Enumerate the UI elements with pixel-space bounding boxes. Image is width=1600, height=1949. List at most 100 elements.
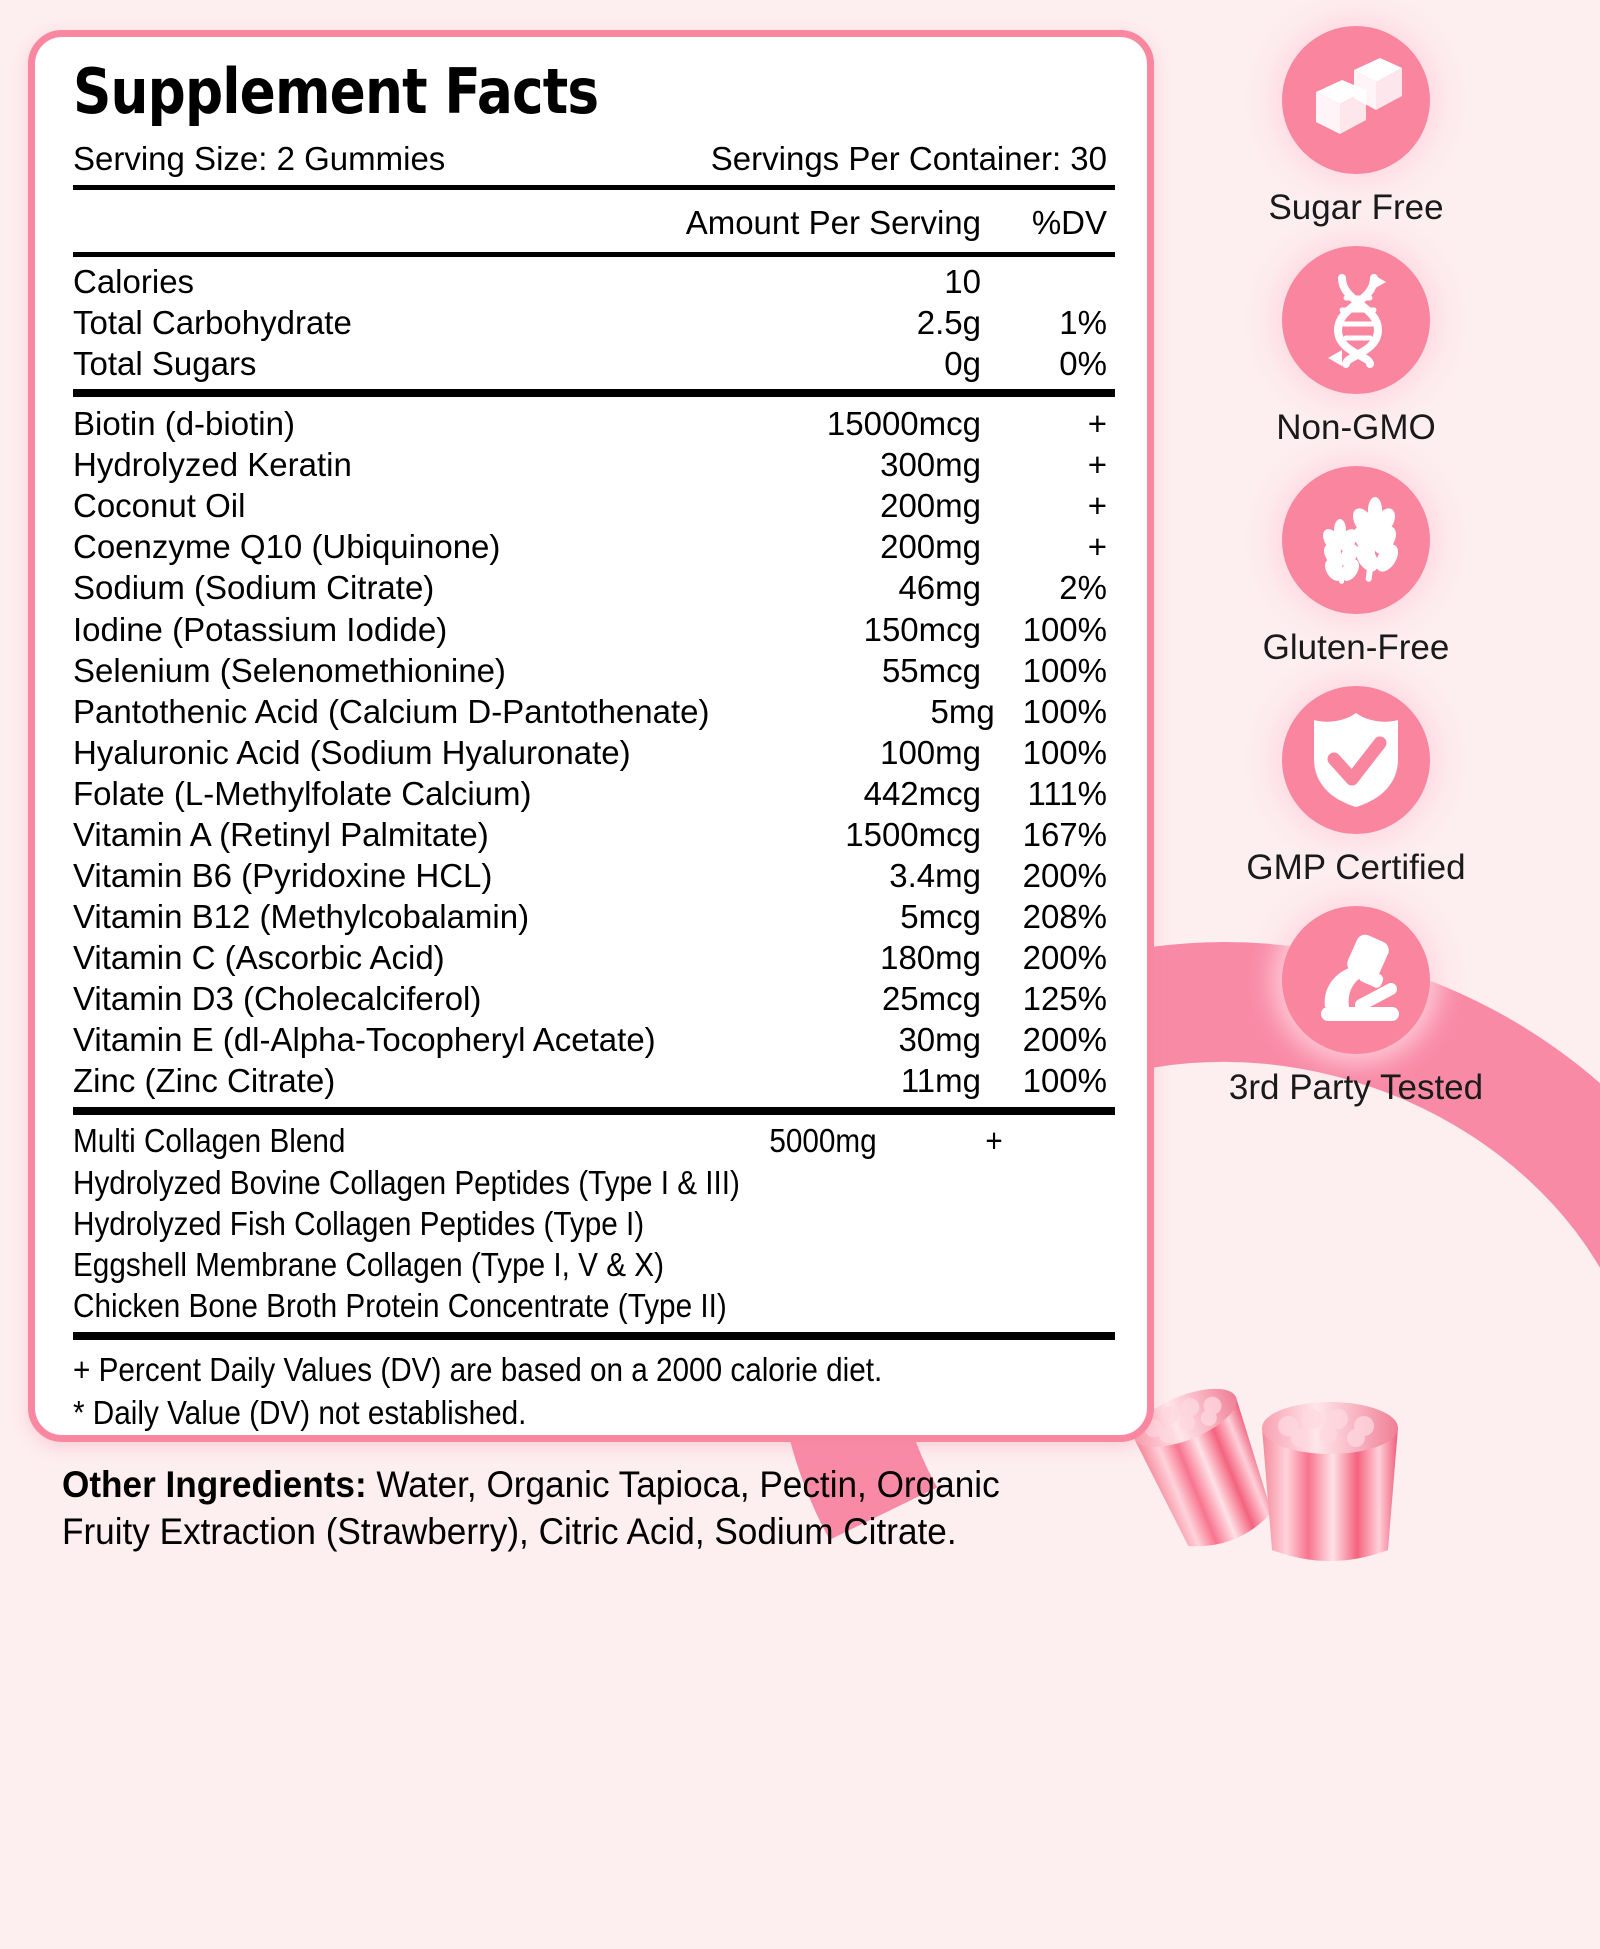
row-name: Hydrolyzed Keratin — [73, 446, 352, 484]
dna-helix-icon — [1282, 246, 1430, 394]
row-amount: 5000mg — [769, 1122, 877, 1160]
table-row: Vitamin B6 (Pyridoxine HCL) 3.4mg 200% — [73, 855, 1115, 896]
other-ingredients-section: Other Ingredients: Water, Organic Tapioc… — [62, 1462, 1172, 1555]
row-name: Vitamin B12 (Methylcobalamin) — [73, 898, 530, 936]
row-dv: 200% — [1022, 856, 1107, 894]
row-amount: 300mg — [880, 446, 981, 484]
row-dv: 125% — [1022, 980, 1107, 1018]
column-header-dv: %DV — [1031, 203, 1107, 241]
shield-check-icon — [1282, 686, 1430, 834]
other-ingredients-line-1: Other Ingredients: Water, Organic Tapioc… — [62, 1462, 1117, 1509]
row-dv: 100% — [1022, 610, 1107, 648]
row-name: Coconut Oil — [73, 487, 246, 525]
badge-label: GMP Certified — [1246, 848, 1466, 887]
table-row: Hydrolyzed Bovine Collagen Peptides (Typ… — [73, 1162, 1011, 1203]
table-row: Hydrolyzed Keratin 300mg + — [73, 444, 1115, 485]
row-dv: + — [985, 1122, 1003, 1160]
row-name: Vitamin B6 (Pyridoxine HCL) — [73, 856, 493, 894]
row-name: Total Carbohydrate — [73, 303, 352, 341]
table-row: Eggshell Membrane Collagen (Type I, V & … — [73, 1244, 1011, 1285]
table-row: Coenzyme Q10 (Ubiquinone) 200mg + — [73, 526, 1115, 567]
row-amount: 150mcg — [863, 610, 981, 648]
table-row: Coconut Oil 200mg + — [73, 485, 1115, 526]
table-row: Hyaluronic Acid (Sodium Hyaluronate) 100m… — [73, 732, 1115, 773]
row-dv: + — [1087, 405, 1107, 443]
serving-size: Serving Size: 2 Gummies — [73, 139, 446, 177]
row-amount: 25mcg — [881, 980, 981, 1018]
row-name: Folate (L-Methylfolate Calcium) — [73, 774, 532, 812]
row-amount: 200mg — [880, 528, 981, 566]
row-name: Vitamin D3 (Cholecalciferol) — [73, 980, 482, 1018]
row-amount: 3.4mg — [889, 856, 981, 894]
row-name: Coenzyme Q10 (Ubiquinone) — [73, 528, 501, 566]
row-name: Total Sugars — [73, 345, 257, 383]
row-name: Biotin (d-biotin) — [73, 405, 295, 443]
row-amount: 10 — [944, 262, 981, 300]
table-row: Pantothenic Acid (Calcium D-Pantothenate… — [73, 691, 1115, 732]
divider-under-serving — [73, 184, 1115, 190]
row-name: Vitamin A (Retinyl Palmitate) — [73, 815, 489, 853]
collagen-blend-block: Multi Collagen Blend 5000mg + Hydrolyzed Bo… — [73, 1115, 1011, 1331]
row-name: Vitamin C (Ascorbic Acid) — [73, 939, 445, 977]
table-row: Folate (L-Methylfolate Calcium) 442mcg 111… — [73, 773, 1115, 814]
footnote: + Percent Daily Values (DV) are based on… — [73, 1350, 883, 1388]
row-name: Iodine (Potassium Iodide) — [73, 610, 448, 648]
row-amount: 15000mcg — [826, 405, 981, 443]
row-dv: 200% — [1022, 1021, 1107, 1059]
row-amount: 200mg — [880, 487, 981, 525]
row-amount: 5mg — [930, 692, 995, 730]
row-dv: + — [1087, 487, 1107, 525]
badge-label: Non-GMO — [1276, 408, 1436, 447]
nutrient-block: Biotin (d-biotin) 15000mcg + Hydrolyzed Ker… — [73, 397, 1115, 1107]
table-row: Biotin (d-biotin) 15000mcg + — [73, 403, 1115, 444]
row-dv: 200% — [1022, 939, 1107, 977]
row-name: Vitamin E (dl-Alpha-Tocopheryl Acetate) — [73, 1021, 656, 1059]
table-row: Vitamin C (Ascorbic Acid) 180mg 200% — [73, 937, 1115, 978]
badge-gluten-free: Gluten-Free — [1200, 466, 1512, 668]
row-dv: 111% — [1027, 774, 1107, 812]
row-amount: 0g — [944, 345, 981, 383]
row-dv: 208% — [1022, 898, 1107, 936]
row-amount: 46mg — [898, 569, 981, 607]
row-amount: 30mg — [898, 1021, 981, 1059]
column-header-row: Amount Per Serving %DV — [73, 190, 1115, 252]
badge-label: Sugar Free — [1268, 188, 1444, 227]
row-name: Selenium (Selenomethionine) — [73, 651, 506, 689]
badge-gmp-certified: GMP Certified — [1200, 686, 1512, 888]
footnote: * Daily Value (DV) not established. — [73, 1393, 527, 1431]
microscope-icon — [1282, 906, 1430, 1054]
divider-under-columns — [73, 251, 1115, 257]
row-amount: 5mcg — [900, 898, 981, 936]
row-dv: 100% — [1022, 733, 1107, 771]
badge-sugar-free: Sugar Free — [1200, 26, 1512, 228]
row-dv: 100% — [1022, 651, 1107, 689]
row-name: Chicken Bone Broth Protein Concentrate (… — [73, 1286, 727, 1324]
table-row: Vitamin E (dl-Alpha-Tocopheryl Acetate) 3… — [73, 1019, 1115, 1060]
table-row: Selenium (Selenomethionine) 55mcg 100% — [73, 650, 1115, 691]
row-dv: + — [1087, 446, 1107, 484]
row-name: Zinc (Zinc Citrate) — [73, 1062, 336, 1100]
row-name: Hydrolyzed Bovine Collagen Peptides (Typ… — [73, 1163, 740, 1201]
table-row: Hydrolyzed Fish Collagen Peptides (Type … — [73, 1203, 1011, 1244]
table-row: Total Sugars 0g 0% — [73, 343, 1115, 384]
pink-gummies-image — [1120, 1342, 1440, 1582]
row-name: Pantothenic Acid (Calcium D-Pantothenate… — [73, 692, 710, 730]
page-title: Supplement Facts — [73, 55, 599, 128]
other-ingredients-label: Other Ingredients: — [62, 1464, 367, 1505]
table-row: Zinc (Zinc Citrate) 11mg 100% — [73, 1060, 1115, 1101]
table-row: Total Carbohydrate 2.5g 1% — [73, 302, 1115, 343]
sugar-cubes-icon — [1282, 26, 1430, 174]
row-dv: + — [1087, 528, 1107, 566]
column-header-amount: Amount Per Serving — [685, 203, 981, 241]
row-amount: 11mg — [900, 1062, 981, 1100]
row-amount: 100mg — [880, 733, 981, 771]
wheat-stalks-icon — [1282, 466, 1430, 614]
row-amount: 442mcg — [863, 774, 981, 812]
row-dv: 2% — [1059, 569, 1107, 607]
row-amount: 1500mcg — [845, 815, 981, 853]
row-name: Hyaluronic Acid (Sodium Hyaluronate) — [73, 733, 631, 771]
badge-3rd-party-tested: 3rd Party Tested — [1200, 906, 1512, 1108]
table-row: Chicken Bone Broth Protein Concentrate (… — [73, 1285, 1011, 1326]
row-amount: 55mcg — [881, 651, 981, 689]
divider-under-nutrients — [73, 1107, 1115, 1116]
